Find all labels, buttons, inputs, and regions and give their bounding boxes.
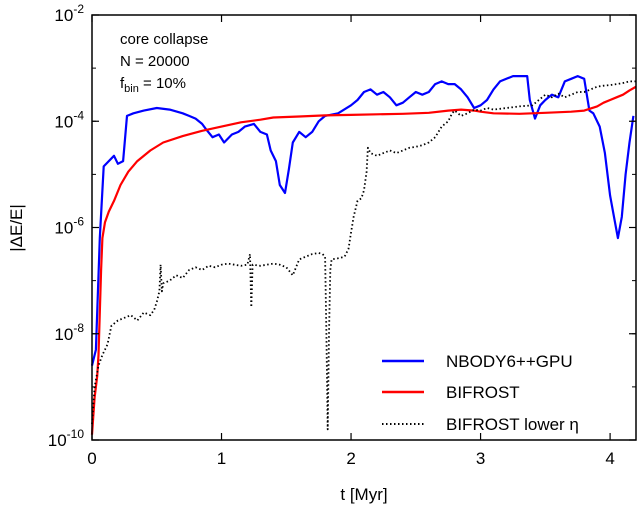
legend-label-bifrost-lower-eta: BIFROST lower η bbox=[446, 415, 579, 434]
ticks-layer: 0 1 2 3 4 10-10 10-8 10-6 10-4 10-2 bbox=[48, 2, 636, 468]
series-line-2 bbox=[91, 80, 636, 431]
y-tick-label-2: 10-6 bbox=[54, 215, 84, 238]
annotation-line3-sub: bin bbox=[124, 83, 139, 95]
y-tick-label-4: 10-2 bbox=[54, 2, 84, 25]
annotation-line2: N = 20000 bbox=[120, 53, 190, 70]
y-tick-label-3: 10-4 bbox=[54, 108, 84, 131]
series-layer bbox=[90, 74, 637, 435]
x-tick-label-3: 3 bbox=[476, 449, 485, 468]
x-tick-label-2: 2 bbox=[346, 449, 355, 468]
annotation-line3: fbin = 10% bbox=[120, 75, 186, 95]
annotation-box: core collapse N = 20000 fbin = 10% bbox=[120, 31, 208, 95]
x-tick-label-0: 0 bbox=[87, 449, 96, 468]
legend-label-nbody: NBODY6++GPU bbox=[446, 352, 573, 371]
x-tick-label-4: 4 bbox=[605, 449, 614, 468]
annotation-line3-rest: = 10% bbox=[139, 75, 186, 92]
annotation-line3-main: f bbox=[120, 75, 125, 92]
x-tick-label-1: 1 bbox=[217, 449, 226, 468]
legend-label-bifrost: BIFROST bbox=[446, 383, 520, 402]
y-axis-label: |ΔE/E| bbox=[7, 204, 26, 252]
y-tick-label-1: 10-8 bbox=[54, 321, 84, 344]
x-axis-label: t [Myr] bbox=[340, 485, 387, 504]
series-line-0 bbox=[90, 74, 635, 366]
series-line-1 bbox=[90, 85, 637, 435]
y-tick-label-0: 10-10 bbox=[48, 427, 85, 450]
legend: NBODY6++GPU BIFROST BIFROST lower η bbox=[382, 352, 579, 434]
annotation-line1: core collapse bbox=[120, 31, 208, 48]
